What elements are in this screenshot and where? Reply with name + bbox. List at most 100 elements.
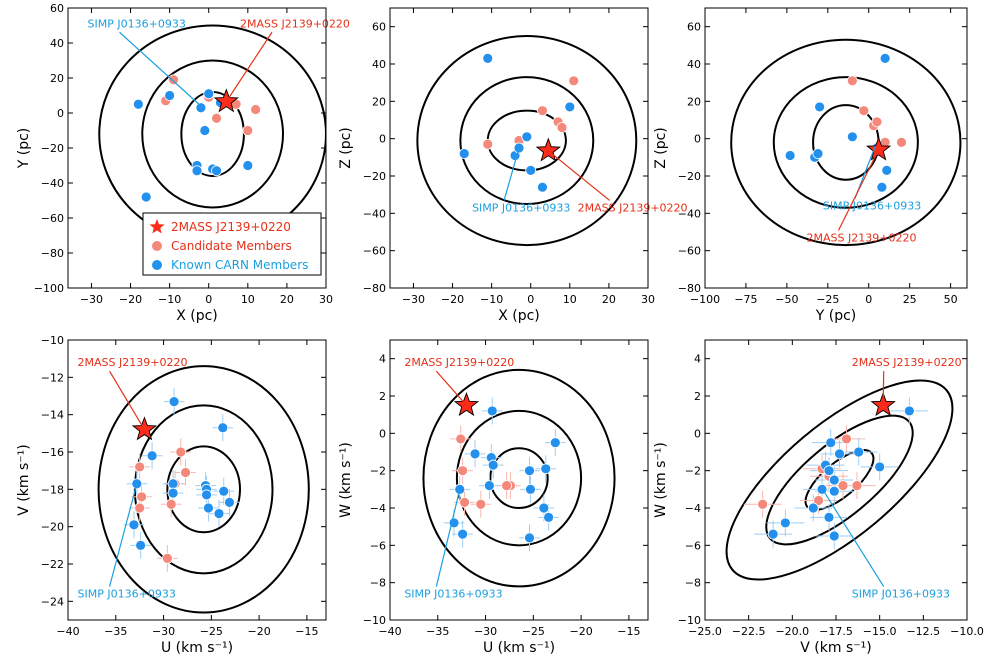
- plot-area: [422, 368, 616, 588]
- known-member-point: [876, 181, 888, 193]
- annotation-line: [882, 371, 885, 406]
- candidate-member-point: [841, 433, 852, 445]
- known-member-point: [483, 480, 495, 492]
- x-tick-label: −20: [441, 293, 464, 306]
- x-tick-label: 10: [563, 293, 577, 306]
- known-member-point: [814, 101, 826, 113]
- known-member-point: [213, 508, 225, 519]
- contour-ellipse-1: [166, 445, 241, 534]
- known-member-point: [812, 148, 824, 160]
- panel-xz: SIMP J0136+0933 2MASS J2139+0220 −30 −20 −10…: [338, 7, 688, 324]
- x-tick-label: −75: [734, 293, 757, 306]
- annotation-label: SIMP J0136+0933: [852, 588, 950, 601]
- candidate-member-point: [250, 104, 262, 115]
- candidate-member-point: [136, 491, 147, 503]
- known-member-point: [828, 474, 840, 486]
- known-member-point: [167, 487, 179, 499]
- known-member-point: [167, 478, 179, 490]
- x-axis-label: Y (pc): [815, 308, 857, 324]
- candidate-member-point: [871, 116, 883, 128]
- candidate-member-point: [134, 502, 146, 514]
- annotation-line: [108, 483, 138, 587]
- y-tick-label: 60: [50, 2, 64, 15]
- known-member-point: [853, 446, 865, 458]
- x-tick-label: −40: [378, 625, 401, 638]
- y-tick-label: −40: [363, 207, 386, 220]
- plot-area: [97, 365, 310, 614]
- y-tick-label: −12: [41, 371, 64, 384]
- x-axis-label: U (km s⁻¹): [483, 640, 555, 656]
- y-tick-label: 40: [687, 58, 701, 71]
- panel-xy: SIMP J0136+0933 2MASS J2139+0220 −30 −20 −10…: [16, 2, 350, 324]
- y-tick-label: −4: [370, 502, 386, 515]
- contour-ellipse-3: [97, 365, 310, 614]
- known-member-point: [903, 405, 915, 417]
- x-tick-label: −17.5: [819, 625, 853, 638]
- annotation-label: SIMP J0136+0933: [823, 200, 921, 213]
- annotation-label: 2MASS J2139+0220: [240, 17, 350, 30]
- panel-yz: SIMP J0136+0933 2MASS J2139+0220 −100 −75 −5…: [653, 7, 968, 324]
- x-tick-label: −15: [295, 625, 318, 638]
- candidate-member-point: [813, 495, 824, 506]
- annotation-label: SIMP J0136+0933: [404, 588, 502, 601]
- annotation-line: [225, 31, 273, 102]
- y-tick-label: −20: [363, 170, 386, 183]
- legend-box: [142, 212, 322, 276]
- candidate-member-point: [180, 467, 191, 478]
- x-tick-label: −50: [775, 293, 798, 306]
- y-tick-label: −2: [685, 465, 701, 478]
- x-tick-label: −20: [119, 293, 142, 306]
- known-member-point: [217, 422, 229, 434]
- y-tick-label: −16: [41, 446, 64, 459]
- x-tick-label: −10.0: [950, 625, 984, 638]
- plot-area: [725, 379, 954, 581]
- known-member-point: [487, 459, 499, 471]
- annotation-line: [837, 149, 880, 231]
- known-member-point: [525, 164, 537, 176]
- known-member-point: [135, 539, 147, 551]
- x-axis-label: V (km s⁻¹): [800, 640, 871, 656]
- annotation-line: [503, 147, 520, 201]
- star-marker: [535, 137, 561, 162]
- y-tick-label: −18: [41, 483, 64, 496]
- y-tick-label: 60: [687, 21, 701, 34]
- known-member-point: [537, 181, 548, 193]
- candidate-member-point: [161, 553, 173, 564]
- y-tick-label: 20: [372, 95, 386, 108]
- x-tick-label: −30: [80, 293, 103, 306]
- known-member-point: [874, 461, 886, 473]
- legend-label: 2MASS J2139+0220: [171, 220, 291, 234]
- y-tick-label: −10: [41, 334, 64, 347]
- candidate-member-point: [134, 461, 146, 473]
- known-member-point: [211, 165, 222, 177]
- contour-ellipse-3: [98, 24, 326, 244]
- x-tick-label: 30: [641, 293, 655, 306]
- y-tick-label: −100: [34, 282, 64, 295]
- candidate-member-point: [556, 122, 568, 133]
- x-tick-label: 0: [205, 293, 212, 306]
- x-tick-label: 0: [527, 293, 534, 306]
- x-tick-label: −30: [402, 293, 425, 306]
- known-member-point: [168, 396, 180, 408]
- known-member-point: [224, 496, 235, 508]
- contour-ellipse-3: [422, 368, 616, 588]
- y-tick-label: 0: [379, 427, 386, 440]
- x-tick-label: 20: [280, 293, 294, 306]
- y-tick-label: −40: [41, 177, 64, 190]
- x-tick-label: 0: [865, 293, 872, 306]
- star-marker: [865, 136, 892, 161]
- known-member-point: [540, 463, 552, 475]
- contour-ellipse-2: [141, 59, 285, 209]
- known-member-point: [779, 517, 791, 529]
- y-tick-label: 0: [57, 107, 64, 120]
- known-member-point: [564, 101, 576, 113]
- known-member-point: [549, 437, 561, 449]
- y-axis-label: W (km s⁻¹): [653, 442, 669, 518]
- annotation-label: SIMP J0136+0933: [88, 17, 186, 30]
- y-tick-label: −10: [678, 614, 701, 627]
- x-tick-label: −15: [617, 625, 640, 638]
- x-tick-label: −10: [158, 293, 181, 306]
- x-axis-label: X (pc): [176, 308, 218, 324]
- plot-area: [98, 24, 326, 244]
